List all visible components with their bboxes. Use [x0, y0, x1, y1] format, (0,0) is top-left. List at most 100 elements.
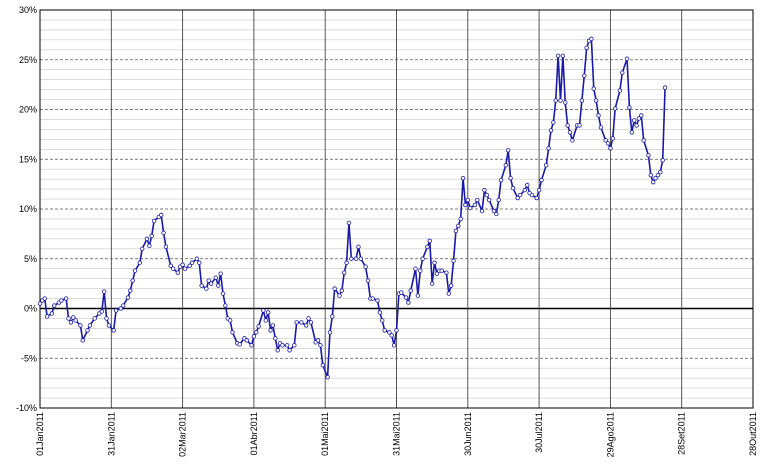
data-point — [515, 195, 520, 201]
data-point — [137, 260, 143, 265]
y-tick-label: 20% — [19, 105, 37, 115]
data-point — [230, 330, 235, 335]
data-point — [484, 192, 490, 198]
data-point — [325, 374, 330, 380]
data-point — [139, 246, 145, 251]
data-point — [610, 136, 615, 141]
data-point — [427, 238, 432, 244]
x-tick-label: 30Jun2011 — [463, 412, 473, 456]
x-tick-label: 28Set2011 — [677, 412, 687, 455]
data-point — [591, 86, 596, 91]
data-point — [394, 328, 399, 333]
data-point — [256, 324, 261, 329]
x-tick-label: 28Out2011 — [748, 412, 758, 456]
data-point — [249, 343, 254, 348]
data-point — [525, 182, 530, 188]
data-point — [380, 318, 385, 323]
data-point — [280, 343, 285, 348]
data-point — [662, 85, 668, 90]
data-point — [308, 320, 314, 325]
data-point — [387, 330, 392, 335]
data-point — [120, 303, 126, 308]
data-point — [306, 316, 311, 321]
data-point — [327, 330, 333, 335]
data-point — [168, 263, 173, 268]
data-point — [101, 289, 107, 294]
data-point — [465, 197, 470, 203]
data-point — [536, 187, 542, 193]
data-point — [634, 123, 639, 128]
data-point — [161, 230, 166, 236]
data-point — [261, 308, 266, 313]
data-point — [37, 301, 43, 306]
data-point — [506, 148, 511, 153]
data-point — [294, 320, 299, 325]
data-point — [399, 290, 404, 295]
data-point — [377, 310, 383, 315]
data-point — [151, 218, 157, 224]
data-point — [244, 338, 249, 343]
data-point — [603, 138, 608, 143]
data-point — [128, 288, 133, 293]
data-point — [439, 268, 444, 273]
data-point — [223, 303, 228, 308]
data-point — [68, 320, 74, 325]
data-point — [413, 266, 418, 271]
data-point — [491, 208, 497, 214]
data-point — [658, 169, 663, 175]
data-point — [99, 309, 104, 314]
data-point — [227, 318, 233, 323]
data-point — [332, 286, 337, 291]
data-point — [365, 278, 371, 283]
x-tick-label: 01Mai2011 — [320, 412, 330, 456]
data-point — [617, 88, 623, 93]
y-tick-label: -10% — [16, 403, 37, 413]
data-point — [263, 318, 268, 323]
data-point — [92, 316, 97, 321]
data-point — [434, 271, 440, 276]
data-point — [503, 163, 509, 168]
data-point — [529, 192, 535, 198]
data-point — [565, 123, 570, 128]
x-tick-label: 01Jan2011 — [35, 412, 45, 456]
data-point — [147, 243, 152, 249]
data-point — [284, 343, 290, 348]
data-point — [44, 314, 50, 319]
y-tick-label: 0% — [24, 304, 37, 314]
data-point — [85, 328, 90, 333]
data-point — [548, 128, 554, 133]
data-point — [479, 208, 485, 214]
data-point — [432, 260, 437, 265]
data-point — [237, 342, 242, 347]
x-tick-label: 29Ago2011 — [605, 412, 615, 457]
data-point — [220, 291, 226, 296]
data-point — [418, 268, 423, 273]
y-tick-label: -5% — [21, 353, 37, 363]
data-point — [598, 125, 604, 130]
data-point — [63, 296, 69, 301]
data-point — [408, 288, 413, 293]
data-point — [80, 338, 85, 343]
data-point — [208, 281, 214, 286]
data-point — [496, 197, 501, 203]
y-tick-label: 30% — [19, 5, 37, 15]
data-point — [216, 283, 221, 288]
data-point — [206, 278, 211, 283]
data-point — [534, 195, 539, 201]
data-point — [555, 53, 561, 58]
data-point — [337, 293, 342, 298]
data-point — [213, 275, 219, 280]
data-point — [415, 293, 421, 298]
data-point — [189, 260, 195, 265]
data-point — [275, 348, 280, 353]
data-point — [315, 338, 321, 343]
data-point — [577, 123, 582, 128]
data-point — [451, 258, 456, 263]
data-point — [475, 197, 480, 203]
data-point — [49, 311, 55, 316]
data-point — [498, 177, 504, 183]
data-point — [299, 320, 304, 325]
data-point — [648, 172, 654, 178]
data-point — [132, 268, 138, 273]
data-point — [458, 216, 463, 222]
